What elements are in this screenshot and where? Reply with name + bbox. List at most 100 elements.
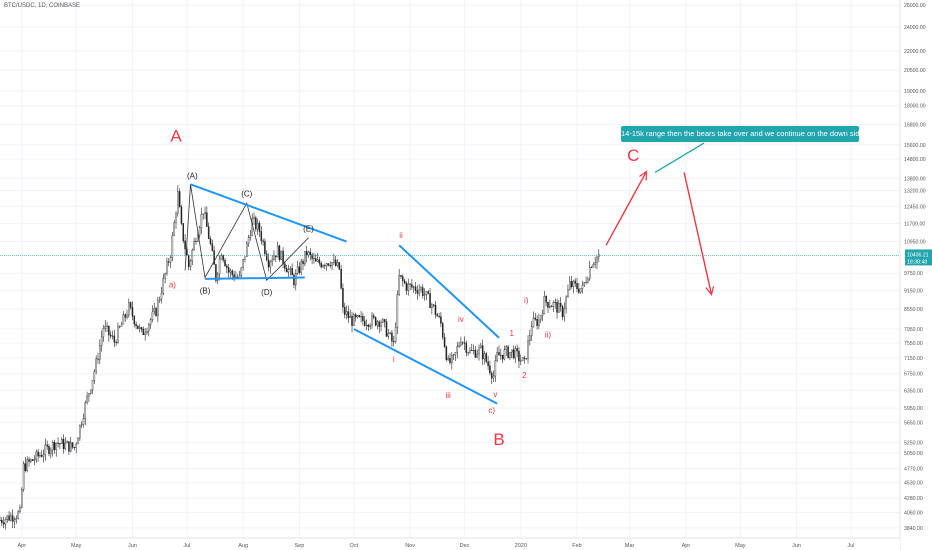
- x-tick-label: Jun: [792, 543, 801, 549]
- candle-down: [427, 290, 429, 295]
- candle-body: [144, 332, 146, 335]
- candle-body: [207, 226, 210, 239]
- candle-body: [133, 315, 136, 325]
- candle-body: [567, 289, 569, 298]
- y-tick-label: 4280.00: [904, 496, 923, 502]
- candle-body: [86, 395, 88, 403]
- candle-body: [412, 286, 415, 288]
- candle-body: [158, 298, 161, 301]
- candle-body: [327, 263, 330, 266]
- candle-body: [554, 301, 556, 303]
- candle-body: [11, 515, 14, 522]
- candle-body: [451, 355, 453, 363]
- candle-down: [320, 260, 322, 269]
- wave-label: i: [393, 355, 395, 364]
- candle-body: [452, 354, 455, 356]
- candle-body: [128, 302, 130, 316]
- y-tick-label: 10950.00: [904, 240, 926, 246]
- candle-down: [438, 312, 440, 319]
- candle-up: [89, 389, 92, 395]
- candle-down: [489, 360, 491, 376]
- candle-body: [336, 262, 339, 266]
- candle-up: [307, 250, 310, 258]
- candle-body: [474, 349, 477, 358]
- candle-up: [246, 240, 248, 257]
- candle-down: [311, 252, 313, 265]
- candle-up: [104, 319, 106, 333]
- candle-up: [93, 368, 96, 384]
- candle-body: [541, 313, 544, 316]
- candle-body: [440, 316, 442, 324]
- candle-up: [423, 288, 426, 301]
- candle-up: [581, 281, 584, 294]
- candle-body: [273, 255, 275, 261]
- candle-up: [431, 302, 433, 315]
- y-tick-label: 12450.00: [904, 204, 926, 210]
- candle-down: [358, 314, 361, 318]
- candle-up: [503, 345, 506, 361]
- candle-up: [596, 255, 598, 270]
- candle-up: [162, 273, 165, 296]
- candle-up: [160, 287, 163, 304]
- candle-body: [146, 331, 148, 334]
- candle-up: [394, 322, 397, 344]
- candle-body: [518, 350, 520, 362]
- candle-up: [191, 248, 194, 265]
- candle-body: [393, 341, 395, 343]
- candle-down: [545, 295, 547, 307]
- candle-body: [427, 291, 429, 294]
- candle-body: [240, 267, 243, 276]
- candle-up: [82, 413, 85, 428]
- candle-body: [305, 251, 308, 256]
- candle-body: [231, 270, 234, 275]
- candle-body: [149, 319, 152, 325]
- candle-down: [534, 312, 537, 321]
- candle-down: [142, 326, 145, 335]
- candle-body: [187, 255, 190, 267]
- candle-down: [265, 250, 268, 262]
- candle-body: [140, 327, 143, 330]
- candle-down: [264, 238, 266, 257]
- candle-body: [407, 283, 410, 291]
- candle-body: [26, 459, 28, 471]
- candle-up: [151, 305, 154, 323]
- candle-body: [425, 291, 428, 295]
- candle-up: [469, 346, 471, 354]
- candle-down: [211, 239, 214, 252]
- candle-up: [220, 253, 223, 260]
- candle-up: [117, 322, 119, 344]
- candle-body: [378, 321, 380, 327]
- candle-body: [264, 241, 266, 255]
- candle-body: [129, 302, 132, 308]
- candle-down: [523, 355, 526, 364]
- candle-up: [296, 260, 299, 275]
- candle-body: [374, 317, 377, 326]
- x-tick-label: Jul: [183, 543, 190, 549]
- y-tick-label: 20500.00: [904, 68, 926, 74]
- candle-up: [356, 314, 359, 319]
- candle-body: [218, 258, 221, 275]
- candle-down: [71, 442, 74, 450]
- candle-body: [50, 449, 52, 454]
- candle-body: [113, 335, 116, 343]
- candle-down: [362, 312, 364, 326]
- candle-body: [503, 349, 506, 360]
- x-tick-label: Jun: [128, 543, 137, 549]
- candle-body: [565, 296, 567, 309]
- candle-body: [469, 350, 471, 353]
- candle-up: [325, 262, 328, 271]
- x-tick-label: Jul: [847, 543, 854, 549]
- candle-down: [411, 279, 413, 291]
- candle-body: [258, 223, 261, 232]
- candle-up: [541, 309, 544, 322]
- candle-body: [204, 212, 206, 215]
- x-tick-label: Sep: [294, 543, 304, 549]
- candle-down: [53, 439, 56, 454]
- candle-body: [349, 315, 351, 319]
- candle-body: [296, 266, 299, 274]
- annotation-callout[interactable]: 14-15k range then the bears take over an…: [621, 126, 859, 142]
- candle-down: [373, 313, 375, 320]
- candle-body: [445, 346, 448, 360]
- candle-body: [398, 275, 400, 295]
